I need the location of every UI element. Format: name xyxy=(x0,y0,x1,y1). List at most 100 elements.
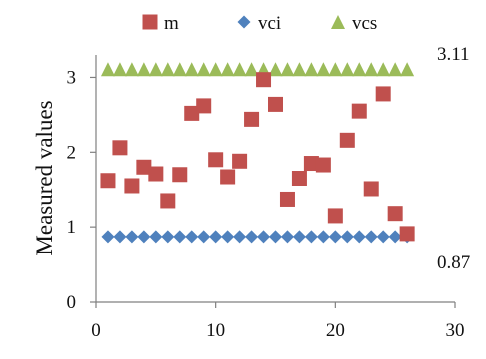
point-vcs xyxy=(400,62,415,77)
point-m xyxy=(268,96,283,112)
point-vci xyxy=(292,230,306,244)
y-tick-label: 2 xyxy=(67,142,77,163)
legend-marker-vci xyxy=(237,15,251,29)
legend-marker-vcs xyxy=(331,15,345,29)
y-tick-label: 3 xyxy=(67,67,77,88)
point-vcs xyxy=(352,62,367,77)
legend-label-m: m xyxy=(164,13,179,34)
point-m xyxy=(375,86,391,102)
point-vcs xyxy=(160,62,175,77)
value-annotation: 0.87 xyxy=(437,252,470,273)
x-tick-label: 10 xyxy=(206,320,225,341)
point-vcs xyxy=(364,62,379,77)
point-vcs xyxy=(112,62,127,77)
point-vcs xyxy=(280,62,295,77)
point-m xyxy=(351,103,367,119)
point-vci xyxy=(304,230,318,244)
point-vcs xyxy=(316,62,331,77)
point-m xyxy=(244,111,260,127)
axes xyxy=(90,55,456,308)
annotations: 3.11 0.87 xyxy=(437,44,470,273)
point-vci xyxy=(149,230,163,244)
x-tick-label: 20 xyxy=(326,320,345,341)
point-vcs xyxy=(232,62,247,77)
point-m xyxy=(279,191,295,207)
point-vci xyxy=(257,230,271,244)
y-tick-label: 1 xyxy=(67,217,77,238)
legend-marker-m xyxy=(142,14,158,30)
point-vci xyxy=(376,230,390,244)
point-m xyxy=(124,178,140,194)
point-vcs xyxy=(376,62,391,77)
point-vcs xyxy=(328,62,343,77)
point-m xyxy=(148,166,164,182)
series-m xyxy=(100,72,415,242)
x-tick-labels: 0 10 20 30 xyxy=(91,320,464,341)
point-vci xyxy=(221,230,235,244)
point-vcs xyxy=(184,62,199,77)
point-m xyxy=(160,193,176,209)
point-vcs xyxy=(268,62,283,77)
point-vci xyxy=(197,230,211,244)
point-vci xyxy=(233,230,247,244)
point-vci xyxy=(125,230,139,244)
point-m xyxy=(172,167,188,183)
legend-label-vci: vci xyxy=(258,13,281,34)
point-m xyxy=(303,156,319,172)
point-vci xyxy=(245,230,259,244)
point-vci xyxy=(352,230,366,244)
point-m xyxy=(399,226,415,242)
point-vci xyxy=(209,230,223,244)
point-m xyxy=(232,153,248,169)
point-vci xyxy=(113,230,127,244)
point-m xyxy=(387,206,403,222)
point-vcs xyxy=(244,62,259,77)
point-vcs xyxy=(100,62,115,77)
series-vci xyxy=(101,230,414,244)
point-vcs xyxy=(304,62,319,77)
x-tick-label: 30 xyxy=(446,320,465,341)
point-m xyxy=(220,169,236,185)
point-vcs xyxy=(388,62,403,77)
point-vci xyxy=(388,230,402,244)
point-m xyxy=(315,157,331,173)
y-axis-title: Measured values xyxy=(32,100,57,255)
point-vcs xyxy=(340,62,355,77)
legend: m vci vcs xyxy=(142,13,377,34)
point-vci xyxy=(185,230,199,244)
point-vci xyxy=(137,230,151,244)
point-m xyxy=(112,140,128,156)
point-vci xyxy=(328,230,342,244)
point-vcs xyxy=(148,62,163,77)
point-m xyxy=(208,152,224,168)
point-m xyxy=(291,171,307,186)
point-m xyxy=(363,181,379,197)
point-vci xyxy=(364,230,378,244)
point-vcs xyxy=(124,62,139,77)
point-vci xyxy=(161,230,175,244)
point-vci xyxy=(269,230,282,244)
point-vcs xyxy=(208,62,223,77)
point-m xyxy=(100,173,116,189)
point-m xyxy=(196,98,212,114)
point-m xyxy=(184,105,200,121)
point-vci xyxy=(340,230,354,244)
legend-label-vcs: vcs xyxy=(352,13,377,34)
x-tick-label: 0 xyxy=(91,320,101,341)
value-annotation: 3.11 xyxy=(437,44,470,65)
point-vcs xyxy=(136,62,151,77)
point-m xyxy=(339,132,355,148)
point-m xyxy=(256,72,272,88)
point-m xyxy=(327,208,343,224)
point-vcs xyxy=(220,62,235,77)
point-vcs xyxy=(172,62,187,77)
point-vci xyxy=(280,230,294,244)
point-vcs xyxy=(292,62,307,77)
series-vcs xyxy=(100,62,415,77)
point-vci xyxy=(101,230,115,244)
y-tick-labels: 0 1 2 3 xyxy=(67,67,77,313)
point-vci xyxy=(316,230,330,244)
point-vcs xyxy=(196,62,211,77)
y-tick-label: 0 xyxy=(67,292,77,313)
